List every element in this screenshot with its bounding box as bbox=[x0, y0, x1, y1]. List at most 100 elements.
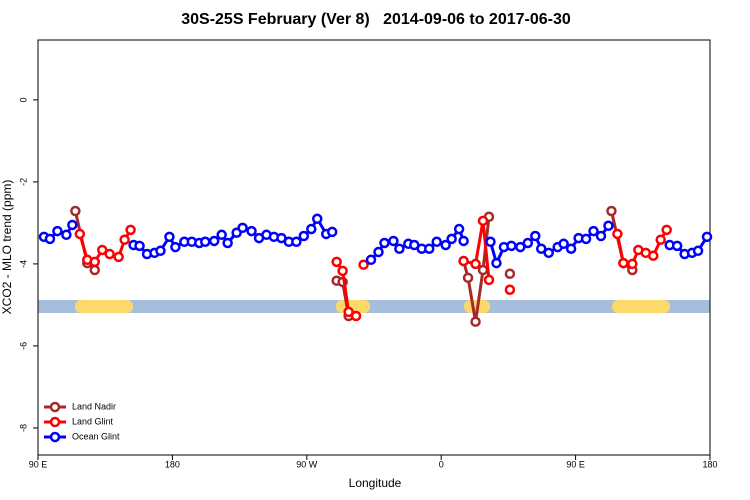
data-point bbox=[326, 226, 338, 238]
data-point bbox=[44, 233, 56, 245]
data-point bbox=[67, 219, 78, 231]
data-point bbox=[104, 248, 115, 260]
data-point bbox=[246, 225, 257, 237]
data-point bbox=[237, 222, 248, 234]
data-point bbox=[506, 240, 517, 252]
ocean-band bbox=[38, 300, 710, 313]
data-point bbox=[119, 234, 130, 245]
x-axis-label: Longitude bbox=[349, 476, 402, 490]
data-point bbox=[155, 245, 166, 257]
data-point bbox=[222, 237, 233, 249]
legend-label: Ocean Glint bbox=[72, 431, 120, 441]
data-point bbox=[470, 258, 481, 270]
data-point bbox=[536, 243, 547, 254]
data-point bbox=[291, 236, 302, 248]
data-point bbox=[431, 236, 442, 248]
data-point bbox=[485, 236, 496, 248]
data-point bbox=[125, 224, 136, 236]
data-point bbox=[661, 224, 672, 236]
legend-marker bbox=[49, 416, 61, 428]
land-band bbox=[612, 300, 670, 313]
data-point bbox=[627, 258, 638, 270]
data-point bbox=[558, 238, 569, 250]
data-point bbox=[89, 256, 100, 268]
legend-marker bbox=[49, 401, 61, 413]
data-point bbox=[312, 213, 323, 225]
data-point bbox=[350, 310, 362, 322]
y-tick-label: -4 bbox=[18, 260, 28, 268]
x-tick-label: 180 bbox=[702, 459, 717, 469]
data-point bbox=[522, 237, 534, 249]
data-point bbox=[671, 240, 683, 252]
data-point bbox=[612, 228, 623, 240]
land-band bbox=[75, 300, 133, 313]
data-point bbox=[446, 233, 457, 245]
y-tick-label: -8 bbox=[18, 424, 28, 432]
legend-marker bbox=[49, 431, 61, 443]
data-point bbox=[603, 220, 614, 232]
data-point bbox=[655, 234, 666, 245]
y-tick-label: 0 bbox=[18, 97, 28, 102]
data-point bbox=[595, 230, 607, 242]
plot-frame bbox=[37, 39, 711, 456]
legend: Land Nadir Land Glint Ocean Glint bbox=[44, 401, 120, 443]
legend-label: Land Glint bbox=[72, 416, 114, 426]
x-tick-label: 90 E bbox=[566, 459, 585, 469]
data-point bbox=[515, 241, 526, 253]
data-point bbox=[565, 243, 577, 254]
data-point bbox=[701, 231, 713, 243]
series bbox=[74, 215, 672, 322]
y-tick-label: -2 bbox=[18, 178, 28, 186]
data-point bbox=[343, 306, 354, 318]
x-tick-label: 90 W bbox=[296, 459, 318, 469]
data-point bbox=[504, 268, 516, 279]
data-point bbox=[70, 205, 81, 217]
data-point bbox=[89, 264, 100, 276]
data-point bbox=[440, 239, 451, 251]
data-point bbox=[504, 284, 516, 295]
data-point bbox=[692, 245, 704, 257]
data-point bbox=[52, 225, 63, 237]
data-point bbox=[331, 256, 342, 268]
data-point bbox=[588, 225, 599, 237]
y-axis-label: XCO2 - MLO trend (ppm) bbox=[0, 180, 14, 315]
data-point bbox=[491, 257, 502, 269]
x-tick-label: 180 bbox=[165, 459, 180, 469]
data-point bbox=[458, 235, 469, 247]
data-point bbox=[470, 316, 481, 327]
data-point bbox=[580, 233, 592, 245]
data-point bbox=[61, 229, 72, 241]
data-point bbox=[113, 251, 124, 263]
data-point bbox=[424, 243, 435, 254]
data-point bbox=[543, 247, 554, 259]
data-point bbox=[134, 240, 145, 252]
x-tick-label: 90 E bbox=[29, 459, 48, 469]
data-point bbox=[74, 228, 86, 240]
data-point bbox=[530, 230, 541, 242]
series bbox=[38, 213, 713, 269]
data-point bbox=[483, 274, 495, 286]
chart-title: 30S-25S February (Ver 8) 2014-09-06 to 2… bbox=[181, 11, 571, 28]
data-point bbox=[164, 231, 175, 243]
data-point bbox=[216, 229, 227, 241]
x-tick-label: 0 bbox=[439, 459, 444, 469]
data-point bbox=[477, 264, 489, 276]
data-point bbox=[648, 250, 659, 261]
data-point bbox=[606, 205, 617, 217]
data-point bbox=[298, 230, 310, 242]
data-point bbox=[337, 265, 348, 277]
data-point bbox=[96, 244, 108, 256]
data-point bbox=[200, 236, 211, 248]
data-point bbox=[394, 243, 405, 254]
data-point bbox=[306, 223, 317, 235]
data-point bbox=[208, 235, 220, 247]
y-tick-label: -6 bbox=[18, 342, 28, 350]
data-point bbox=[388, 235, 399, 247]
data-point bbox=[170, 241, 181, 253]
legend-label: Land Nadir bbox=[72, 401, 116, 411]
data-point bbox=[358, 259, 369, 270]
data-point bbox=[462, 272, 474, 284]
data-point bbox=[618, 257, 629, 269]
